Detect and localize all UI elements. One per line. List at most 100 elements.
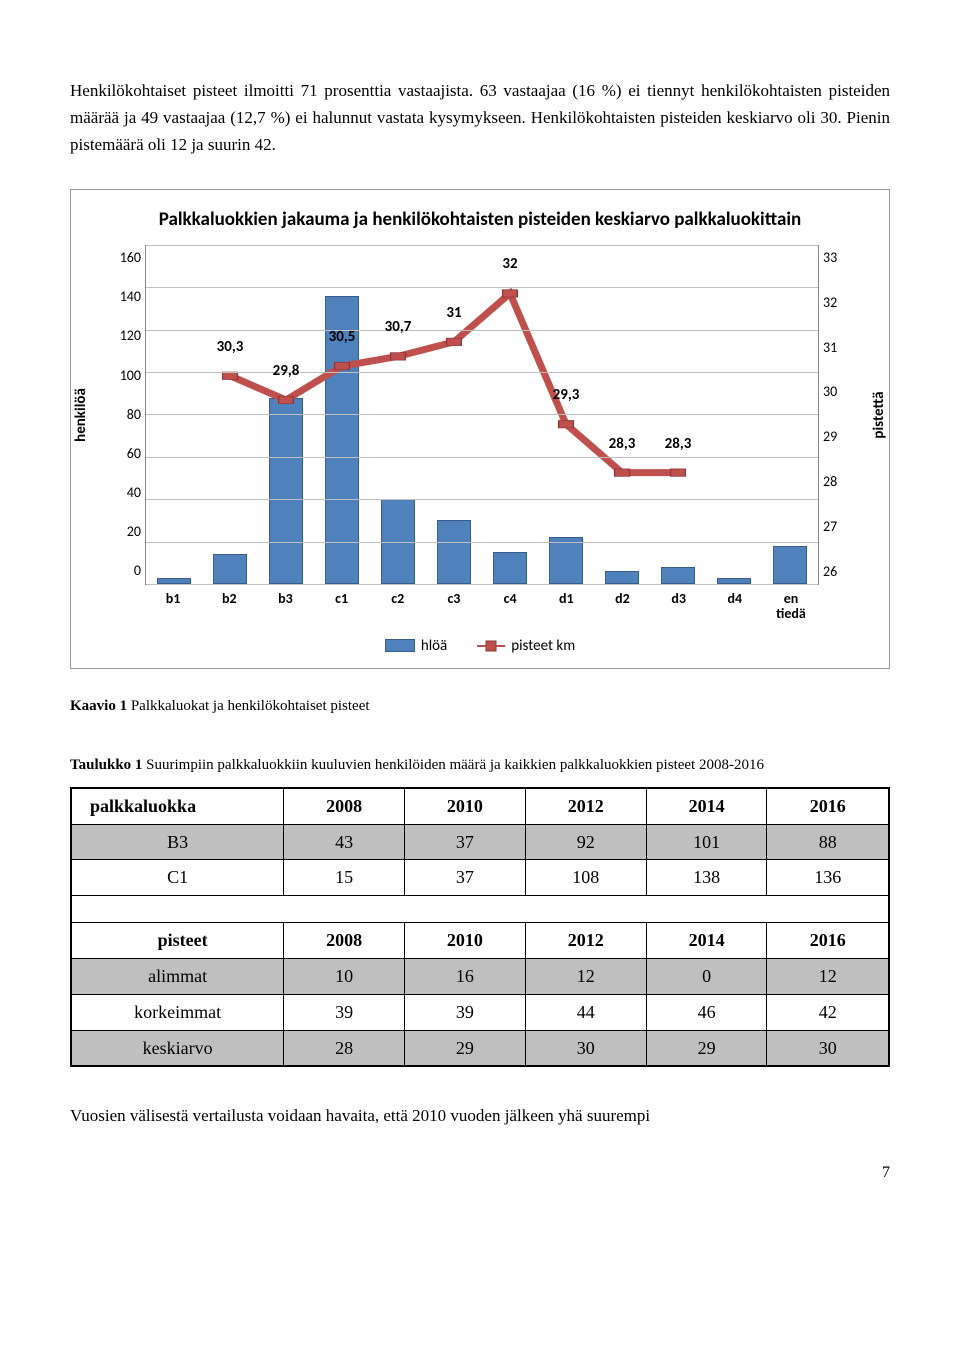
- bar: [605, 571, 639, 584]
- x-label: b3: [257, 591, 313, 622]
- y-right-tick: 29: [823, 426, 851, 448]
- th: 2012: [525, 788, 646, 824]
- x-label: c2: [370, 591, 426, 622]
- th: 2016: [767, 788, 889, 824]
- th: palkkaluokka: [71, 788, 284, 824]
- x-label: b2: [201, 591, 257, 622]
- table-spacer: [71, 896, 889, 923]
- grid-line: [146, 245, 818, 246]
- td: 88: [767, 824, 889, 860]
- y-right-tick: 28: [823, 471, 851, 493]
- y-left-tick: 0: [109, 560, 141, 582]
- grid-line: [146, 372, 818, 373]
- y-left-tick: 160: [109, 247, 141, 269]
- y-left-tick: 120: [109, 325, 141, 347]
- th: pisteet: [71, 923, 284, 959]
- table-row: keskiarvo 28 29 30 29 30: [71, 1030, 889, 1066]
- bar: [437, 520, 471, 584]
- table-row: korkeimmat 39 39 44 46 42: [71, 994, 889, 1030]
- table-title-prefix: Taulukko 1: [70, 757, 146, 773]
- td: 39: [405, 994, 526, 1030]
- th: 2010: [405, 923, 526, 959]
- x-label: entiedä: [763, 591, 819, 622]
- bar: [549, 537, 583, 584]
- grid-line: [146, 287, 818, 288]
- chart-title: Palkkaluokkien jakauma ja henkilökohtais…: [91, 205, 869, 235]
- td: 92: [525, 824, 646, 860]
- bar: [493, 552, 527, 584]
- legend-bar-label: hlöä: [421, 634, 447, 658]
- td: korkeimmat: [71, 994, 284, 1030]
- y-left-tick: 140: [109, 286, 141, 308]
- y-left-tick: 20: [109, 521, 141, 543]
- th: 2016: [767, 923, 889, 959]
- bar: [773, 546, 807, 584]
- y-right-tick: 31: [823, 337, 851, 359]
- chart-area: henkilöä pistettä 160140120100806040200 …: [91, 245, 869, 585]
- td: 37: [405, 860, 526, 896]
- td: 10: [284, 958, 405, 994]
- td: keskiarvo: [71, 1030, 284, 1066]
- grid-line: [146, 330, 818, 331]
- x-label: c4: [482, 591, 538, 622]
- td: 101: [646, 824, 767, 860]
- table-title: Taulukko 1 Suurimpiin palkkaluokkiin kuu…: [70, 753, 890, 777]
- y-left-tick: 80: [109, 404, 141, 426]
- th: 2012: [525, 923, 646, 959]
- y-right-tick: 30: [823, 381, 851, 403]
- x-label: c3: [426, 591, 482, 622]
- y-left-tick: 60: [109, 443, 141, 465]
- y-left-tick: 100: [109, 365, 141, 387]
- x-label: d1: [538, 591, 594, 622]
- td: 46: [646, 994, 767, 1030]
- td: 30: [767, 1030, 889, 1066]
- td: B3: [71, 824, 284, 860]
- td: 29: [405, 1030, 526, 1066]
- td: 30: [525, 1030, 646, 1066]
- grid-line: [146, 499, 818, 500]
- td: 44: [525, 994, 646, 1030]
- x-label: d3: [651, 591, 707, 622]
- table-header-2: pisteet 2008 2010 2012 2014 2016: [71, 923, 889, 959]
- td: 43: [284, 824, 405, 860]
- td: 37: [405, 824, 526, 860]
- x-label: b1: [145, 591, 201, 622]
- td: 12: [525, 958, 646, 994]
- grid-line: [146, 457, 818, 458]
- legend-bar-swatch: [385, 639, 415, 652]
- point-label: 29,8: [273, 359, 300, 383]
- th: 2008: [284, 923, 405, 959]
- y-left-label: henkilöä: [69, 388, 93, 442]
- x-label: c1: [314, 591, 370, 622]
- point-label: 31: [446, 301, 461, 325]
- th: 2014: [646, 788, 767, 824]
- grid-line: [146, 414, 818, 415]
- x-label: d2: [594, 591, 650, 622]
- point-label: 28,3: [609, 432, 636, 456]
- bar: [269, 398, 303, 584]
- table-header-1: palkkaluokka 2008 2010 2012 2014 2016: [71, 788, 889, 824]
- y-right-ticks: 3332313029282726: [823, 245, 851, 585]
- td: 42: [767, 994, 889, 1030]
- td: 12: [767, 958, 889, 994]
- point-label: 28,3: [665, 432, 692, 456]
- data-table: palkkaluokka 2008 2010 2012 2014 2016 B3…: [70, 787, 890, 1068]
- bar: [213, 554, 247, 584]
- y-right-tick: 26: [823, 561, 851, 583]
- legend-line-label: pisteet km: [511, 634, 575, 658]
- table-row: alimmat 10 16 12 0 12: [71, 958, 889, 994]
- plot-area: 30,329,830,530,7313229,328,328,3: [145, 245, 819, 585]
- td: alimmat: [71, 958, 284, 994]
- intro-paragraph: Henkilökohtaiset pisteet ilmoitti 71 pro…: [70, 77, 890, 159]
- td: 108: [525, 860, 646, 896]
- legend-bar-item: hlöä: [385, 634, 447, 658]
- y-right-tick: 27: [823, 516, 851, 538]
- legend-line-swatch: [477, 645, 505, 647]
- page-number: 7: [70, 1160, 890, 1186]
- point-label: 30,5: [329, 325, 356, 349]
- y-right-tick: 33: [823, 247, 851, 269]
- td: C1: [71, 860, 284, 896]
- x-label: d4: [707, 591, 763, 622]
- point-label: 29,3: [553, 383, 580, 407]
- caption-prefix: Kaavio 1: [70, 698, 131, 714]
